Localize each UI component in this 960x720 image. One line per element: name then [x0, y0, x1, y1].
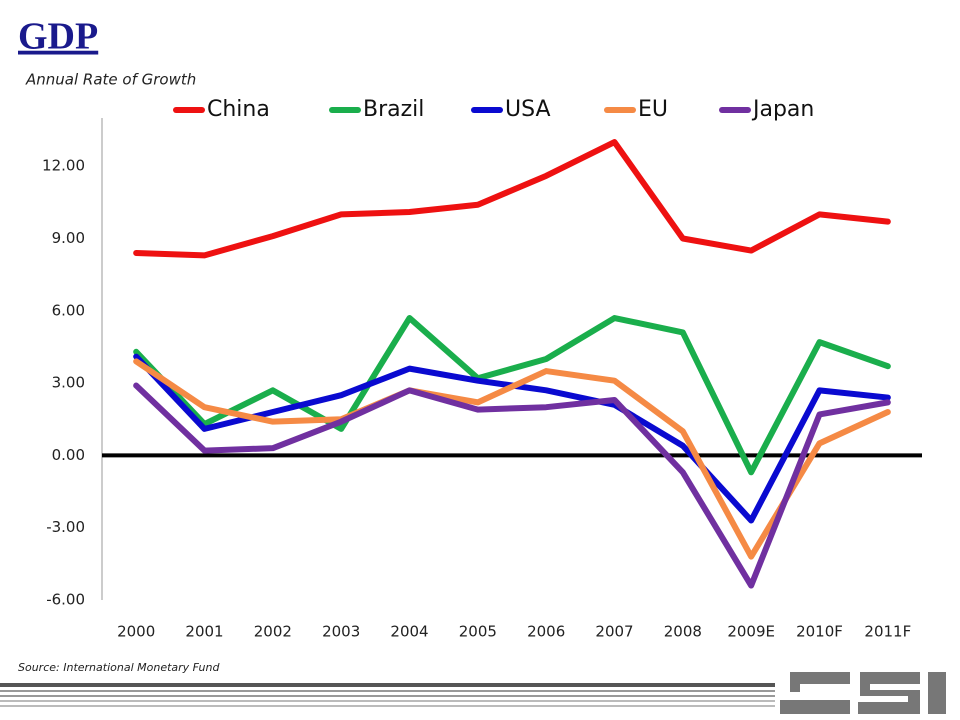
x-tick-label: 2008 — [664, 623, 702, 641]
y-tick-label: 3.00 — [52, 374, 85, 392]
source-note: Source: International Monetary Fund — [18, 661, 220, 674]
y-tick-label: 0.00 — [52, 446, 85, 464]
legend-label: Japan — [751, 97, 814, 122]
x-tick-label: 2009E — [727, 623, 775, 641]
x-tick-label: 2007 — [595, 623, 633, 641]
legend-label: Brazil — [363, 97, 424, 122]
x-tick-label: 2003 — [322, 623, 360, 641]
x-tick-label: 2010F — [796, 623, 843, 641]
x-tick-label: 2005 — [459, 623, 497, 641]
legend-label: China — [207, 97, 270, 122]
footer-stripes — [0, 683, 775, 707]
x-tick-label: 2006 — [527, 623, 565, 641]
series-line — [133, 382, 891, 589]
y-tick-label: 6.00 — [52, 301, 85, 319]
x-tick-label: 2004 — [390, 623, 428, 641]
x-tick-label: 2000 — [117, 623, 155, 641]
x-tick-label: 2001 — [185, 623, 223, 641]
series-line — [133, 139, 891, 259]
chart-title: GDP — [18, 16, 98, 58]
y-tick-label: -6.00 — [46, 591, 85, 609]
legend-label: USA — [505, 97, 551, 122]
logo — [780, 672, 946, 714]
series-line — [133, 315, 891, 476]
x-tick-label: 2011F — [864, 623, 911, 641]
chart-subtitle: Annual Rate of Growth — [25, 71, 196, 89]
y-tick-label: 9.00 — [52, 229, 85, 247]
y-tick-label: -3.00 — [46, 518, 85, 536]
legend-label: EU — [638, 97, 668, 122]
x-tick-label: 2002 — [254, 623, 292, 641]
y-tick-label: 12.00 — [42, 157, 85, 175]
series-line — [133, 353, 891, 524]
series-line — [133, 358, 891, 560]
